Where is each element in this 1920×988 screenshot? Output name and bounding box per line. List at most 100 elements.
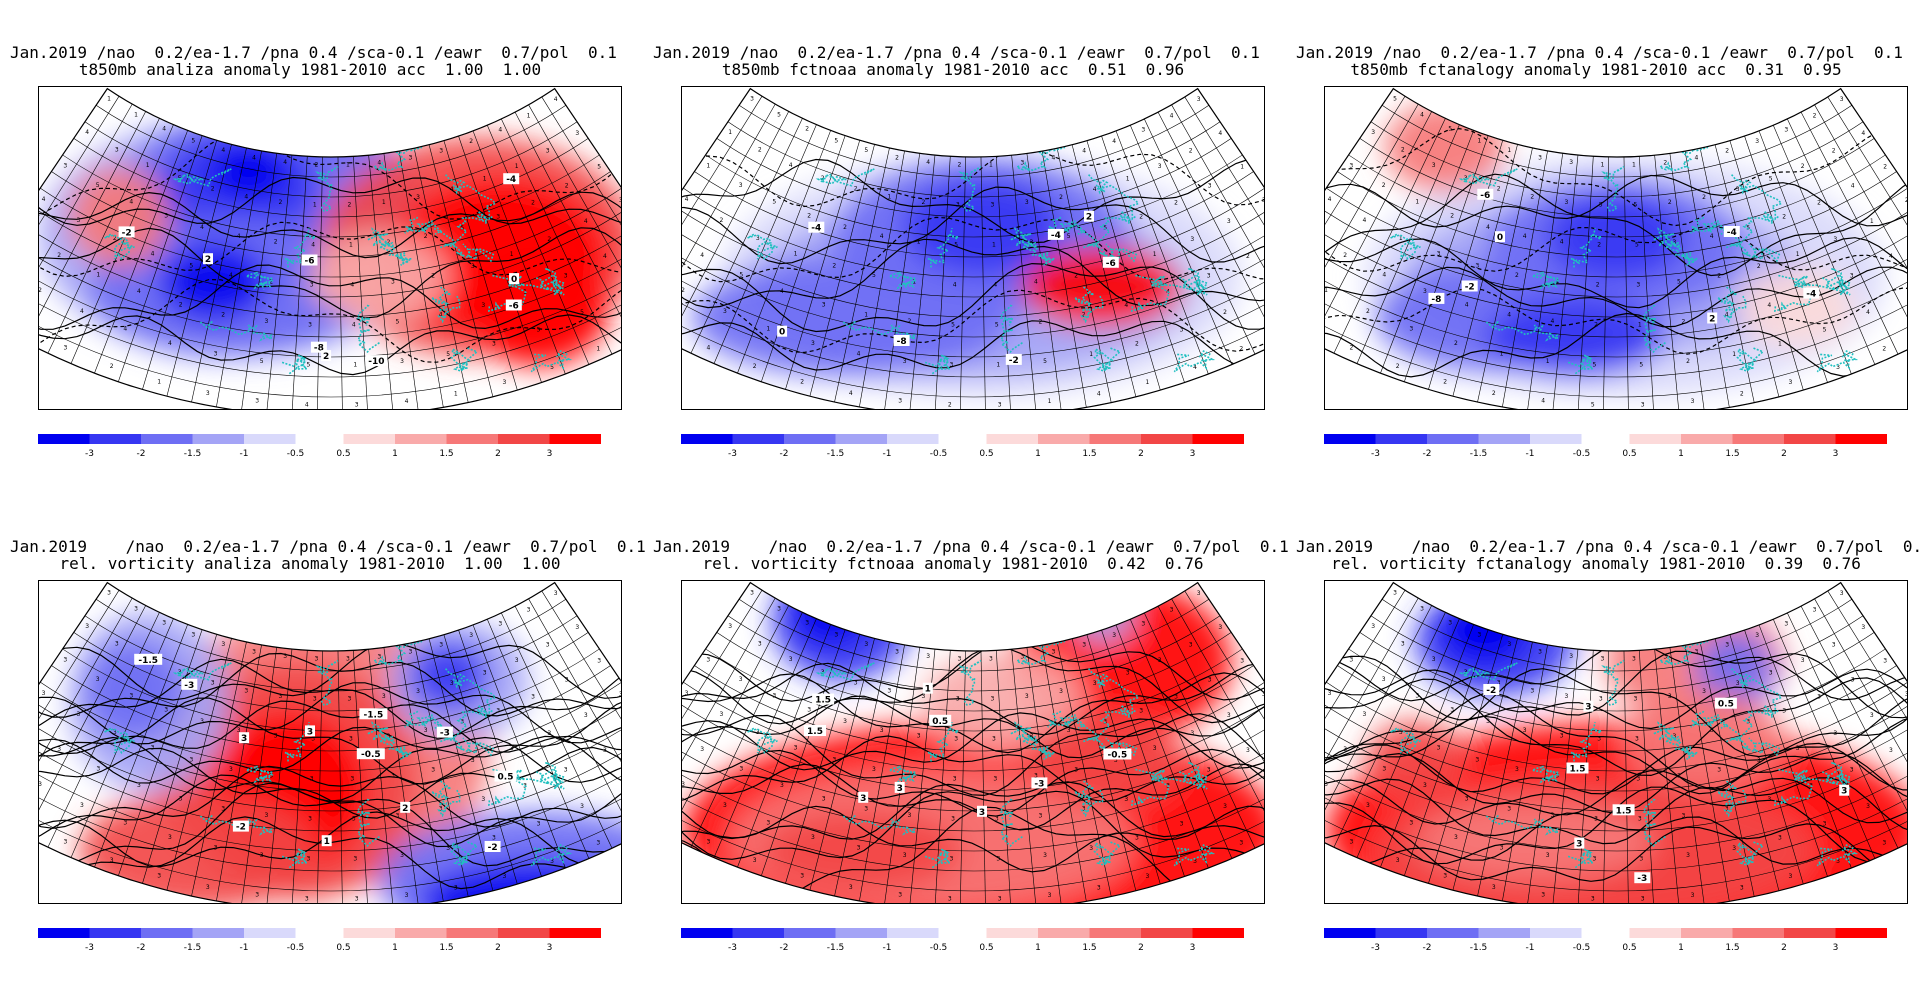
coastline [284,228,316,268]
meridian-line [39,96,120,317]
grid-value: 3 [756,235,760,242]
grid-value: 2 [424,233,428,240]
grid-value: 1 [1399,235,1403,242]
grid-value: 5 [1043,358,1047,365]
grid-value: 3 [706,657,710,664]
colorbar-swatch [1089,928,1141,938]
grid-value: 2 [1450,213,1454,220]
grid-value: 3 [1673,239,1677,246]
colorbar-swatches [1324,434,1887,444]
contour-label-bg [804,725,826,736]
anomaly-map: 3 4 1 3 5 1 3 4 2 3 3 2 4 3 3 3 2 3 3 2 2 4 1 2 1 4 3 4 4 4 5 4 4 2 1 4 2 5 2 2… [681,86,1265,410]
contour-label-bg [1103,748,1132,760]
coastline [315,659,339,706]
grid-value: 2 [854,186,858,193]
grid-value: 2 [1135,340,1139,347]
grid-value: 3 [1740,884,1744,891]
coastline [172,662,232,681]
grid-value: 5 [260,358,264,365]
grid-value: 4 [849,390,853,397]
grid-value: 3 [807,707,811,714]
colorbar-swatch [681,928,733,938]
negative-anomaly-area [409,641,489,711]
grid-value: 4 [137,288,141,295]
grid-value: 5 [739,272,743,279]
grid-value: 3 [64,344,68,351]
parallel-line [716,632,1232,712]
colorbar-swatch [1141,434,1193,444]
parallel-line [39,715,621,812]
grid-value: 3 [1850,272,1854,279]
grid-value: 3 [1366,802,1370,809]
colorbar-swatch [1427,434,1479,444]
grid-value: 4 [123,326,127,333]
contour-label: -3 [1034,779,1044,789]
coastline [924,354,953,375]
colorbar-label: 1.5 [1725,943,1739,953]
grid-value: 3 [85,623,89,630]
colorbar-swatch [395,434,447,444]
grid-value: 1 [912,278,916,285]
grid-value: 3 [346,656,350,663]
meridian-line [1026,153,1062,409]
negative-anomaly-area [209,142,289,202]
grid-value: 3 [728,623,732,630]
coastline [1458,168,1518,187]
panel-title-line2: t850mb fctanalogy anomaly 1981-2010 acc … [1350,60,1842,79]
grid-value: 1 [1507,147,1511,154]
grid-value: 3 [107,590,111,597]
coastline [842,814,916,836]
contour-label-bg [134,653,163,665]
grid-value: 3 [283,653,287,660]
contour-label-bg [1084,210,1094,222]
grid-value: 3 [1632,656,1636,663]
grid-value: 3 [1695,649,1699,656]
colorbar-swatch [1835,434,1887,444]
grid-value: 3 [229,766,233,773]
grid-value: 3 [1710,727,1714,734]
grid-value: 2 [565,183,569,190]
grid-value: 3 [450,680,454,687]
colorbar-label: 2 [1781,943,1787,953]
grid-value: 3 [1415,693,1419,700]
grid-value: 4 [439,312,443,319]
contour-label: 3 [241,734,247,744]
grid-value: 3 [96,676,100,683]
positive-anomaly-area [1022,716,1182,806]
positive-anomaly-area [79,791,319,903]
colorbar-swatch [681,434,733,444]
contour-label-bg [365,355,388,367]
grid-value: 1 [917,239,921,246]
colorbar-label: -1.5 [827,449,845,459]
contour-label-bg [777,325,788,337]
colorbar: -3 -2 -1.5 -1 -0.5 0.5 1 1.5 2 3 [681,928,1265,953]
grid-value: 3 [1477,632,1481,639]
grid-value: 3 [1691,892,1695,899]
grid-value: 3 [707,838,711,845]
coastline [1570,722,1602,762]
grid-value: 5 [864,147,868,154]
grid-value: 3 [1399,729,1403,736]
coastline [1665,241,1698,266]
grid-value: 4 [221,147,225,154]
grid-value: 3 [1551,812,1555,819]
contour-line [1325,225,1907,272]
contour-label-bg [239,732,250,744]
grid-value: 3 [895,648,899,655]
grid-value: 3 [1124,796,1128,803]
coastline [315,165,339,212]
grid-value: 3 [1757,757,1761,764]
grid-value: 4 [377,159,381,166]
colorbar-swatch [498,434,550,444]
grid-value: 2 [1801,163,1805,170]
meridian-line [1477,641,1533,897]
grid-value: 2 [720,217,724,224]
meridian-line [501,118,613,355]
contour-label-bg [1495,231,1505,243]
grid-value: 5 [1591,402,1595,409]
grid-value: 2 [1492,390,1496,397]
coastline [886,271,917,290]
grid-value: 3 [527,606,531,613]
grid-value: 5 [1593,362,1597,369]
